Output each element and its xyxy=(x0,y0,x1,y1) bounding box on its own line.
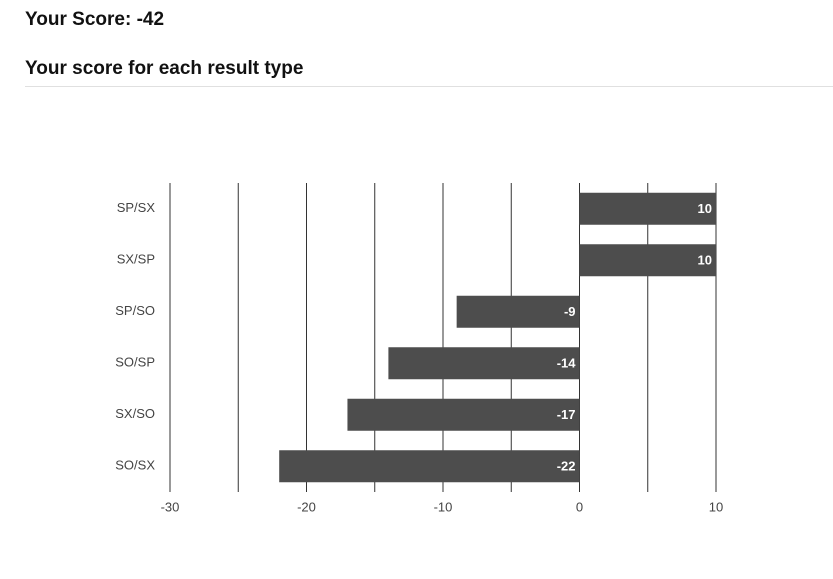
value-label: 10 xyxy=(698,253,712,268)
bar xyxy=(579,192,716,225)
score-label: Your Score: xyxy=(25,9,132,30)
x-tick-label: 10 xyxy=(709,499,723,514)
value-label: -22 xyxy=(557,459,576,474)
bar xyxy=(347,398,580,431)
y-tick-label: SO/SP xyxy=(115,355,155,370)
y-tick-label: SP/SO xyxy=(115,303,155,318)
y-tick-label: SX/SO xyxy=(115,406,155,421)
value-label: -9 xyxy=(564,304,576,319)
bar xyxy=(388,347,580,380)
score-heading: Your Score: -42 xyxy=(25,9,164,31)
bar xyxy=(279,450,580,483)
x-tick-label: -20 xyxy=(297,499,316,514)
y-tick-label: SX/SP xyxy=(117,252,155,267)
value-label: -14 xyxy=(557,356,577,371)
x-tick-label: -30 xyxy=(161,499,180,514)
divider xyxy=(25,86,833,87)
value-label: 10 xyxy=(698,201,712,216)
bar xyxy=(579,244,716,277)
score-value: -42 xyxy=(136,9,165,30)
x-tick-label: 0 xyxy=(576,499,583,514)
y-tick-label: SP/SX xyxy=(117,200,156,215)
x-tick-label: -10 xyxy=(434,499,453,514)
section-title: Your score for each result type xyxy=(25,58,304,79)
y-tick-label: SO/SX xyxy=(115,458,155,473)
bar xyxy=(456,295,580,328)
value-label: -17 xyxy=(557,407,576,422)
